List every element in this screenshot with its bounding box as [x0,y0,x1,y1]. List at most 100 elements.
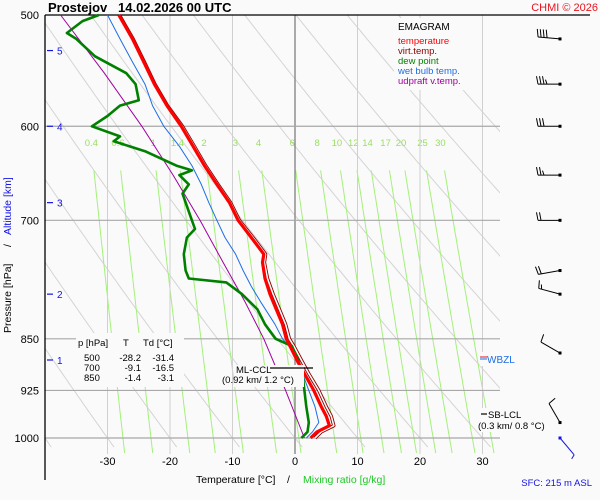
mixing-ratio-line [388,170,437,454]
table-cell: -9.1 [125,363,141,374]
dry-adiabat [192,15,500,390]
temp-tick-label: -20 [162,456,178,468]
mixing-ratio-label: 12 [348,138,359,149]
mixing-ratio-label: 20 [396,138,407,149]
legend-item: wet bulb temp. [397,66,460,77]
pressure-tick-label: 1000 [15,433,39,445]
ml-ccl-bg [234,365,304,387]
temp-tick-label: 30 [476,456,488,468]
mixing-ratio-label: 4 [256,138,261,149]
mixing-ratio-label: 6 [290,138,295,149]
mixing-ratio-line [93,170,126,454]
mixing-ratio-line [356,170,402,454]
table-header: p [hPa] [78,338,108,349]
barb-station-dot [558,124,562,128]
barb-feather [536,76,539,85]
wind-barb [558,436,575,460]
table-box [76,333,184,387]
barb-station-dot [558,269,562,273]
wind-barb [534,266,562,275]
x-axis-secondary-label: Mixing ratio [g/kg] [303,474,385,486]
barb-feather [542,76,545,85]
wind-barb [548,397,562,425]
altitude-tick-label: 5 [57,47,63,58]
barb-feather [539,76,542,85]
barb-feather [540,334,545,343]
barb-staff [538,270,561,275]
wbzl-bg [480,352,522,366]
table-header: T [123,338,129,349]
barb-feather [538,280,540,289]
dry-adiabat [244,15,500,322]
legend-item: dew point [398,56,439,67]
mixing-ratio-label: 25 [417,138,428,149]
dry-adiabat [295,15,500,257]
datetime: 14.02.2026 00 UTC [118,0,232,15]
mixing-ratio-line [179,170,216,454]
series-wet-bulb-temp- [107,14,320,439]
table-cell: 700 [84,363,100,374]
mixing-ratio-label: 0.4 [85,138,98,149]
mixing-ratio-label: 3 [233,138,238,149]
barb-feather [545,79,548,85]
wind-barb [536,118,562,128]
barb-feather [534,266,539,275]
y-axis-label-group: Pressure [hPa] / Altitude [km] [2,177,14,333]
barb-feather [542,170,545,176]
temp-tick-label: -30 [100,456,116,468]
mixing-ratio-label: 14 [362,138,373,149]
wind-barb [536,28,562,41]
barb-feather [545,29,548,38]
station-name: Prostejov [48,0,108,15]
ml-ccl-label: ML-CCL [236,365,271,376]
barb-station-dot [558,173,562,177]
barb-feather [539,29,542,38]
legend-box [394,18,474,90]
barb-feather [542,118,545,127]
dry-adiabat [90,15,429,448]
dry-adiabat [346,15,500,194]
y-axis-sep: / [2,244,14,247]
grid-layer: 0.4 0.6 1 1.4 2 3 4 6 8 10 12 14 17 20 25 3050060070085… [15,10,590,480]
mixing-ratio-line [340,170,385,454]
barb-staff [540,341,561,354]
legend-title: EMAGRAM [398,22,450,33]
legend-item: virt.temp. [398,46,437,57]
barb-feather [536,28,539,38]
temp-tick-label: 10 [351,456,363,468]
barb-staff [559,437,575,456]
pressure-tick-label: 500 [21,10,39,22]
mixing-ratio-label: 17 [380,138,391,149]
barb-station-dot [558,82,562,86]
pressure-tick-label: 925 [21,385,39,397]
temp-tick-label: 0 [292,456,298,468]
barb-station-dot [558,351,562,355]
wind-barb [540,334,562,355]
dry-adiabat [141,15,491,448]
table-cell: -31.4 [152,353,174,364]
barb-station-dot [558,292,562,296]
wind-barb [536,167,562,177]
series-udpraft-v-temp- [60,14,305,439]
legend-item: udpraft v.temp. [398,76,461,87]
barb-feather [571,454,575,460]
wind-barb [538,280,562,296]
barb-feather [539,212,542,221]
wind-barbs [534,28,575,460]
altitude-tick-label: 2 [57,290,63,301]
barb-feather [548,397,556,404]
mixing-ratio-line [404,170,453,454]
barb-staff [538,36,561,40]
temp-tick-label: 20 [414,456,426,468]
altitude-tick-label: 3 [57,199,63,210]
barb-staff [538,287,561,295]
series-layer [60,13,336,440]
legend-item: temperature [398,36,449,47]
sb-lcl-value: (0.3 km/ 0.8 °C) [478,421,545,432]
y-axis-secondary-label: Altitude [km] [2,177,14,235]
sfc-label: SFC: 215 m ASL [521,478,592,489]
table-header: Td [°C] [143,338,173,349]
altitude-tick-label: 1 [57,356,63,367]
